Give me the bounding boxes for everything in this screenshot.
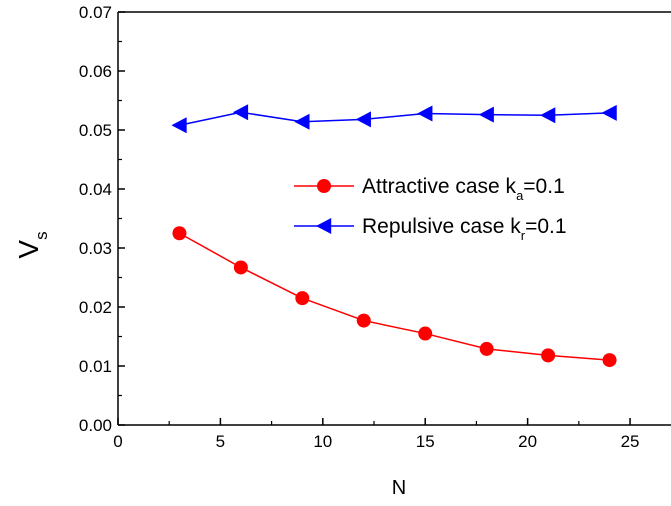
data-point xyxy=(478,106,494,123)
legend-label-suffix: =0.1 xyxy=(525,215,566,238)
legend-label-suffix: =0.1 xyxy=(523,175,564,198)
y-tick-label: 0.00 xyxy=(79,416,112,435)
legend-label-subscript: a xyxy=(516,188,524,203)
legend-entry: Repulsive case kr=0.1 xyxy=(294,215,567,243)
legend-label: Attractive case ka=0.1 xyxy=(362,175,565,203)
series-attractive xyxy=(172,226,617,368)
y-tick-label: 0.03 xyxy=(79,239,112,258)
data-point xyxy=(356,313,371,328)
data-point xyxy=(540,107,556,124)
y-tick-label: 0.04 xyxy=(79,180,112,199)
data-point xyxy=(541,348,556,363)
svg-text:Vs: Vs xyxy=(13,231,51,258)
y-tick-label: 0.05 xyxy=(79,121,112,140)
y-axis-title: Vs xyxy=(13,231,51,258)
x-tick-label: 10 xyxy=(313,432,332,451)
data-point xyxy=(172,226,187,241)
data-point xyxy=(479,341,494,356)
legend-entry: Attractive case ka=0.1 xyxy=(294,175,565,203)
data-point xyxy=(602,353,617,368)
y-axis-title-subscript: s xyxy=(32,231,51,240)
y-axis-ticks: 0.00 0.01 0.02 0.03 0.04 0.05 0.06 0.07 xyxy=(79,3,125,435)
data-point xyxy=(418,326,433,341)
legend-marker xyxy=(316,218,332,234)
data-point xyxy=(295,291,310,306)
series-line xyxy=(179,111,610,127)
legend-label: Repulsive case kr=0.1 xyxy=(362,215,567,243)
data-point xyxy=(601,104,617,121)
data-point xyxy=(233,260,248,275)
legend-label-subscript: r xyxy=(521,228,526,243)
y-tick-label: 0.07 xyxy=(79,3,112,22)
data-point xyxy=(171,117,187,134)
data-point xyxy=(294,113,310,130)
x-axis-ticks: 0 5 10 15 20 25 xyxy=(113,418,639,451)
x-tick-label: 5 xyxy=(216,432,225,451)
data-point xyxy=(355,111,371,128)
x-tick-label: 25 xyxy=(621,432,640,451)
legend-marker xyxy=(317,179,331,193)
y-tick-label: 0.06 xyxy=(79,62,112,81)
x-tick-label: 0 xyxy=(113,432,122,451)
legend-label-main: Repulsive case k xyxy=(362,215,521,238)
x-axis-title: N xyxy=(392,477,406,499)
x-tick-label: 15 xyxy=(416,432,435,451)
x-tick-label: 20 xyxy=(518,432,537,451)
y-axis-title-main: V xyxy=(13,240,44,259)
series-layer xyxy=(171,104,617,368)
series-repulsive xyxy=(171,104,617,134)
data-point xyxy=(417,105,433,122)
series-line xyxy=(179,232,610,361)
y-tick-label: 0.02 xyxy=(79,298,112,317)
legend-label-main: Attractive case k xyxy=(362,175,517,198)
y-tick-label: 0.01 xyxy=(79,357,112,376)
data-point xyxy=(232,104,249,121)
